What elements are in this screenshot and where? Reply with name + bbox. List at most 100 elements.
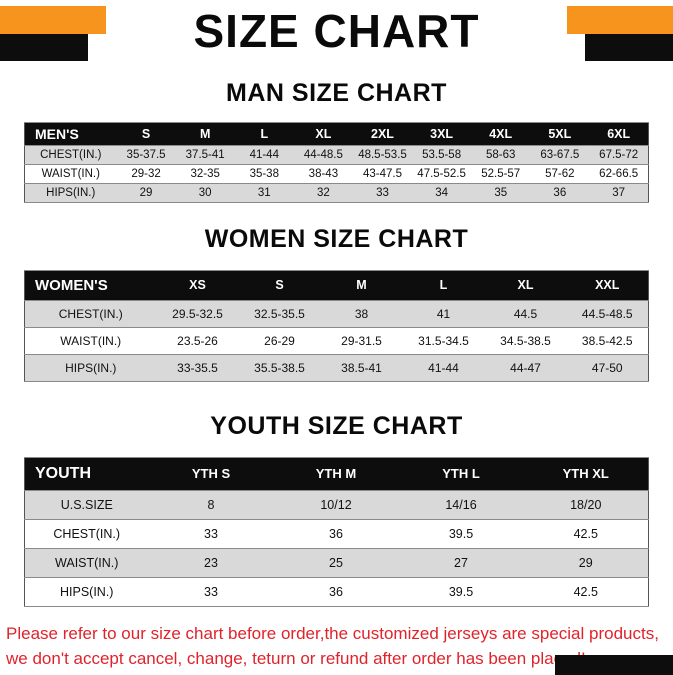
size-header-cell: L [402, 269, 485, 301]
value-cell: 44-48.5 [293, 144, 353, 165]
measurement-row: WAIST(IN.) 23.5-26 26-29 29-31.5 31.5-34.5 34… [24, 326, 649, 355]
corner-decoration-top-right-orange [567, 6, 673, 34]
size-header-cell: XS [156, 269, 239, 301]
measurement-row: HIPS(IN.) 29 30 31 32 33 34 35 36 37 [24, 182, 649, 203]
value-cell: 23 [148, 547, 274, 578]
value-cell: 35 [471, 182, 531, 203]
row-label: HIPS(IN.) [24, 576, 149, 607]
value-cell: 29-31.5 [320, 326, 403, 355]
measurement-row: HIPS(IN.) 33 36 39.5 42.5 [24, 576, 649, 607]
value-cell: 39.5 [398, 518, 524, 549]
row-label: WAIST(IN.) [24, 326, 157, 355]
size-header-cell: XXL [566, 269, 649, 301]
corner-decoration-top-left-orange [0, 6, 106, 34]
value-cell: 35.5-38.5 [238, 353, 321, 382]
value-cell: 29-32 [116, 163, 176, 184]
value-cell: 67.5-72 [589, 144, 649, 165]
footer-note: Please refer to our size chart before or… [6, 621, 667, 672]
value-cell: 47.5-52.5 [412, 163, 472, 184]
value-cell: 29 [116, 182, 176, 203]
value-cell: 39.5 [398, 576, 524, 607]
value-cell: 34 [412, 182, 472, 203]
value-cell: 44.5-48.5 [566, 299, 649, 328]
value-cell: 32-35 [175, 163, 235, 184]
measurement-row: WAIST(IN.) 23 25 27 29 [24, 547, 649, 578]
size-header-cell: XL [484, 269, 567, 301]
size-header-cell: 6XL [589, 121, 649, 146]
corner-decoration-top-right-black [585, 34, 673, 61]
value-cell: 47-50 [566, 353, 649, 382]
section-men: MAN SIZE CHART MEN'S S M L XL 2XL 3XL 4XL 5XL 6XL… [0, 79, 673, 203]
value-cell: 63-67.5 [530, 144, 590, 165]
value-cell: 53.5-58 [412, 144, 472, 165]
size-header-cell: 3XL [412, 121, 472, 146]
value-cell: 44.5 [484, 299, 567, 328]
value-cell: 38.5-41 [320, 353, 403, 382]
value-cell: 41-44 [234, 144, 294, 165]
value-cell: 33-35.5 [156, 353, 239, 382]
measurement-row: CHEST(IN.) 35-37.5 37.5-41 41-44 44-48.5 48.5… [24, 144, 649, 165]
value-cell: 18/20 [523, 489, 649, 520]
table-title-cell: YOUTH [24, 456, 149, 491]
value-cell: 38 [320, 299, 403, 328]
value-cell: 33 [352, 182, 413, 203]
size-header-cell: XL [293, 121, 353, 146]
women-section-heading: WOMEN SIZE CHART [204, 224, 469, 253]
value-cell: 14/16 [398, 489, 524, 520]
row-label: HIPS(IN.) [24, 182, 117, 203]
size-header-cell: YTH S [148, 456, 274, 491]
row-label: HIPS(IN.) [24, 353, 157, 382]
value-cell: 36 [273, 576, 399, 607]
size-header-cell: YTH M [273, 456, 399, 491]
youth-section-heading: YOUTH SIZE CHART [210, 411, 463, 440]
size-header-cell: YTH XL [523, 456, 649, 491]
value-cell: 34.5-38.5 [484, 326, 567, 355]
size-header-cell: S [116, 121, 176, 146]
table-header-row: YOUTH YTH S YTH M YTH L YTH XL [24, 456, 649, 491]
table-title-cell: MEN'S [24, 121, 117, 146]
measurement-row: WAIST(IN.) 29-32 32-35 35-38 38-43 43-47.5 47.… [24, 163, 649, 184]
value-cell: 42.5 [523, 518, 649, 549]
size-header-cell: 2XL [352, 121, 413, 146]
footer-line-2: we don't accept cancel, change, teturn o… [6, 649, 586, 669]
value-cell: 31.5-34.5 [402, 326, 485, 355]
measurement-row: CHEST(IN.) 29.5-32.5 32.5-35.5 38 41 44.5 44.5… [24, 299, 649, 328]
row-label: CHEST(IN.) [24, 299, 157, 328]
men-size-table: MEN'S S M L XL 2XL 3XL 4XL 5XL 6XL CHEST(IN.) 35-37… [24, 121, 649, 203]
table-title-cell: WOMEN'S [24, 269, 157, 301]
table-header-row: WOMEN'S XS S M L XL XXL [24, 269, 649, 301]
men-section-heading: MAN SIZE CHART [226, 78, 447, 107]
size-header-cell: M [320, 269, 403, 301]
corner-decoration-top-left-black [0, 34, 88, 61]
value-cell: 62-66.5 [589, 163, 649, 184]
measurement-row: U.S.SIZE 8 10/12 14/16 18/20 [24, 489, 649, 520]
value-cell: 25 [273, 547, 399, 578]
value-cell: 32.5-35.5 [238, 299, 321, 328]
table-header-row: MEN'S S M L XL 2XL 3XL 4XL 5XL 6XL [24, 121, 649, 146]
value-cell: 23.5-26 [156, 326, 239, 355]
value-cell: 52.5-57 [471, 163, 531, 184]
size-header-cell: S [238, 269, 321, 301]
value-cell: 36 [273, 518, 399, 549]
value-cell: 58-63 [471, 144, 531, 165]
value-cell: 43-47.5 [352, 163, 413, 184]
size-header-cell: YTH L [398, 456, 524, 491]
value-cell: 48.5-53.5 [352, 144, 413, 165]
value-cell: 41-44 [402, 353, 485, 382]
section-youth: YOUTH SIZE CHART YOUTH YTH S YTH M YTH L YTH… [0, 412, 673, 607]
row-label: CHEST(IN.) [24, 144, 117, 165]
measurement-row: CHEST(IN.) 33 36 39.5 42.5 [24, 518, 649, 549]
value-cell: 27 [398, 547, 524, 578]
size-header-cell: L [234, 121, 294, 146]
value-cell: 10/12 [273, 489, 399, 520]
value-cell: 38-43 [293, 163, 353, 184]
value-cell: 29 [523, 547, 649, 578]
row-label: CHEST(IN.) [24, 518, 149, 549]
value-cell: 8 [148, 489, 274, 520]
value-cell: 32 [293, 182, 353, 203]
value-cell: 35-38 [234, 163, 294, 184]
youth-size-table: YOUTH YTH S YTH M YTH L YTH XL U.S.SIZE 8 10/12… [24, 456, 649, 607]
value-cell: 30 [175, 182, 235, 203]
value-cell: 37 [589, 182, 649, 203]
value-cell: 36 [530, 182, 590, 203]
